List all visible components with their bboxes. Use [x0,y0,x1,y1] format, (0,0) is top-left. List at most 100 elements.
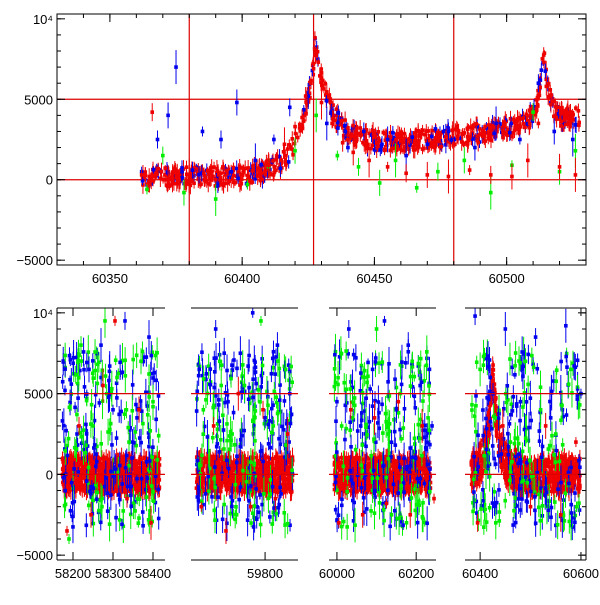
bottom-scatter-point [121,370,125,374]
bottom-scatter-point [131,383,135,387]
bottom-scatter-point [148,459,152,463]
top-dense-point [442,130,446,134]
top-series1-point [394,159,398,163]
bottom-scatter-point [63,504,67,508]
top-series1-point [214,197,218,201]
top-dense-point [525,112,529,116]
top-dense-point [421,128,425,132]
bottom-dense-point [70,457,74,461]
top-dense-point [290,137,294,141]
top-series0-point [571,138,575,142]
top-dense-point [536,97,540,101]
bottom-scatter-point [97,509,101,513]
bottom-scatter-point [63,449,67,453]
top-dense-point [232,181,236,185]
top-dense-point [155,172,159,176]
top-series1-point [531,110,535,114]
top-series0-point [386,138,390,142]
top-dense-point [559,124,563,128]
bottom-scatter-point [62,476,66,480]
top-dense-point [288,145,292,149]
bottom-series2-point [149,521,153,525]
bottom-scatter-point [76,396,80,400]
top-series1-point [436,170,440,174]
top-dense-point [417,134,421,138]
top-xtick-label: 60350 [92,271,128,286]
bottom-series2-point [125,497,129,501]
bottom-scatter-point [126,426,130,430]
bottom-scatter-point [112,475,116,479]
bottom-scatter-point [157,434,161,438]
top-dense-point [284,163,288,167]
bottom-scatter-point [131,358,135,362]
top-dense-point [298,129,302,133]
top-series2-point [351,151,355,155]
bottom-scatter-point [150,484,154,488]
top-series0-point [219,138,223,142]
top-dense-point [181,176,185,180]
top-dense-point [574,123,578,127]
top-xtick-label: 60450 [356,271,392,286]
bottom-scatter-point [101,369,105,373]
top-series1-point [415,186,419,190]
top-ytick-label: 0 [46,173,53,188]
bottom-scatter-point [104,374,108,378]
bottom-scatter-point [145,460,149,464]
top-dense-point [340,119,344,123]
bottom-scatter-point [85,479,89,483]
bottom-scatter-point [149,354,153,358]
top-series0-point [473,146,477,150]
top-dense-point [389,149,393,153]
bottom-scatter-point [137,516,141,520]
top-series2-point [150,110,154,114]
top-series2-point [140,173,144,177]
bottom-scatter-point [66,454,70,458]
top-dense-point [180,166,184,170]
bottom-scatter-point [120,482,124,486]
bottom-scatter-point [147,395,151,399]
top-ytick-label: −5000 [16,253,53,268]
bottom-scatter-point [148,429,152,433]
top-dense-point [430,135,434,139]
bottom-scatter-point [96,362,100,366]
bottom-scatter-point [145,495,149,499]
bottom-scatter-point [87,466,91,470]
top-series1-point [463,159,467,163]
top-dense-point [271,159,275,163]
top-dense-point [480,131,484,135]
top-dense-point [322,87,326,91]
bottom-scatter-point [91,372,95,376]
top-series0-point [362,130,366,134]
top-series0-point [494,122,498,126]
top-dense-point [403,132,407,136]
bottom-scatter-point [154,354,158,358]
top-dense-point [251,169,255,173]
bottom-scatter-point [141,524,145,528]
top-series0-point [166,114,170,118]
top-series2-point [537,122,541,126]
bottom-scatter-point [115,436,119,440]
top-dense-point [343,124,347,128]
bottom-scatter-point [82,350,86,354]
bottom-scatter-point [135,477,139,481]
top-dense-point [232,166,236,170]
top-dense-point [223,182,227,186]
bottom-scatter-point [63,354,67,358]
bottom-series0-point [111,408,115,412]
top-series0-point [404,154,408,158]
top-dense-point [434,127,438,131]
bottom-scatter-point [109,493,113,497]
top-series0-point [174,65,178,69]
bottom-scatter-point [151,445,155,449]
top-series2-point [386,165,390,169]
bottom-scatter-point [68,354,72,358]
bottom-scatter-point [83,385,87,389]
top-dense-point [516,117,520,121]
top-dense-point [544,69,548,73]
bottom-scatter-point [91,376,95,380]
bottom-scatter-point [156,458,160,462]
bottom-scatter-point [137,497,141,501]
bottom-scatter-point [70,382,74,386]
bottom-scatter-point [124,466,128,470]
